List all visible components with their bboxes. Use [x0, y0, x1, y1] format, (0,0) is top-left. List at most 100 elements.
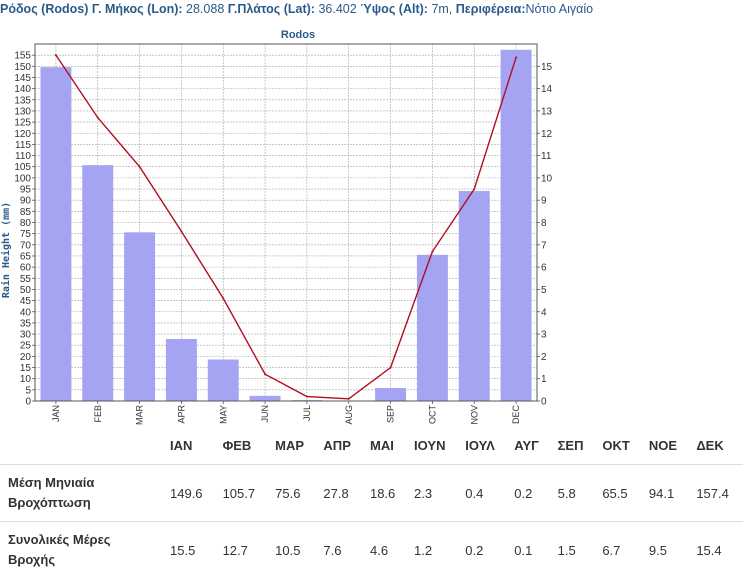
line-point-may: [222, 297, 224, 299]
right-tick-label: 1: [541, 374, 547, 385]
left-tick-label: 55: [20, 274, 32, 285]
table-cell: 15.4: [690, 522, 743, 578]
left-tick-label: 30: [20, 330, 32, 341]
right-tick-label: 7: [541, 240, 547, 251]
stats-table: ΙΑΝ ΦΕΒ ΜΑΡ ΑΠΡ ΜΑΙ ΙΟΥΝ ΙΟΥΛ ΑΥΓ ΣΕΠ ΟΚ…: [0, 427, 743, 578]
row-label: Συνολικές Μέρες Βροχής: [0, 522, 164, 578]
month-header: ΣΕΠ: [552, 427, 597, 465]
x-tick-label: SEP: [386, 405, 396, 423]
table-cell: 15.5: [164, 522, 217, 578]
left-tick-label: 150: [14, 62, 31, 73]
right-tick-label: 12: [541, 129, 553, 140]
row-label: Μέση Μηνιαία Βροχόπτωση: [0, 465, 164, 522]
right-tick-label: 0: [541, 397, 547, 408]
table-cell: 0.4: [459, 465, 508, 522]
left-tick-label: 115: [15, 140, 31, 151]
month-header: ΙΟΥΝ: [408, 427, 459, 465]
rainfall-chart: Rodos Rain Height (mm) 05101520253035404…: [0, 22, 560, 427]
x-tick-label: MAY: [218, 405, 228, 424]
bar-apr: [166, 339, 197, 401]
line-point-nov: [473, 188, 475, 190]
line-point-aug: [348, 398, 350, 400]
left-tick-label: 110: [15, 151, 31, 162]
alt-label: Ύψος (Alt):: [360, 2, 428, 16]
left-tick-label: 90: [20, 196, 32, 207]
bar-jan: [40, 67, 71, 401]
table-cell: 5.8: [552, 465, 597, 522]
row-label-line2: Βροχόπτωση: [8, 495, 91, 510]
left-tick-label: 140: [14, 84, 31, 95]
left-tick-label: 85: [20, 207, 32, 218]
right-tick-label: 2: [541, 352, 547, 363]
left-tick-label: 25: [20, 341, 32, 352]
month-header: ΔΕΚ: [690, 427, 743, 465]
left-tick-label: 70: [20, 240, 32, 251]
left-tick-label: 105: [14, 162, 31, 173]
table-cell: 27.8: [317, 465, 364, 522]
table-cell: 12.7: [217, 522, 270, 578]
table-cell: 149.6: [164, 465, 217, 522]
left-tick-label: 5: [25, 385, 31, 396]
station-info: Ρόδος (Rodos) Γ. Μήκος (Lon): 28.088 Γ.Π…: [0, 0, 593, 18]
table-cell: 2.3: [408, 465, 459, 522]
bar-feb: [82, 165, 113, 401]
left-tick-label: 155: [14, 51, 31, 62]
right-tick-label: 15: [541, 62, 553, 73]
x-tick-label: FEB: [93, 405, 103, 423]
row-label-line1: Μέση Μηνιαία: [8, 475, 94, 490]
table-cell: 65.5: [596, 465, 643, 522]
table-cell: 0.2: [459, 522, 508, 578]
table-cell: 157.4: [690, 465, 743, 522]
lon-label: Γ. Μήκος (Lon):: [92, 2, 183, 16]
x-tick-label: AUG: [344, 405, 354, 425]
row-label-line2: Βροχής: [8, 552, 55, 567]
month-header: ΑΥΓ: [508, 427, 551, 465]
month-header: ΦΕΒ: [217, 427, 270, 465]
bar-mar: [124, 232, 155, 401]
left-tick-label: 65: [20, 251, 32, 262]
x-tick-label: JAN: [51, 405, 61, 422]
lon-value: 28.088: [186, 2, 224, 16]
left-tick-label: 50: [20, 285, 32, 296]
y-axis-label: Rain Height (mm): [0, 202, 12, 298]
table-cell: 4.6: [364, 522, 408, 578]
right-tick-label: 8: [541, 218, 547, 229]
table-cell: 0.1: [508, 522, 551, 578]
left-tick-label: 80: [20, 218, 32, 229]
header-blank-cell: [0, 427, 164, 465]
left-tick-label: 75: [20, 229, 32, 240]
left-tick-label: 95: [20, 185, 32, 196]
lat-label: Γ.Πλάτος (Lat):: [228, 2, 315, 16]
left-tick-label: 100: [14, 173, 31, 184]
left-axis-ticks: 0510152025303540455055606570758085909510…: [14, 51, 35, 408]
left-tick-label: 35: [20, 318, 32, 329]
x-tick-label: JUN: [260, 405, 270, 423]
month-header: ΟΚΤ: [596, 427, 643, 465]
month-header: ΜΑΡ: [269, 427, 317, 465]
left-tick-label: 0: [25, 397, 31, 408]
table-cell: 18.6: [364, 465, 408, 522]
line-point-sep: [390, 367, 392, 369]
table-cell: 1.2: [408, 522, 459, 578]
bar-jun: [250, 396, 281, 401]
line-point-feb: [97, 117, 99, 119]
bar-oct: [417, 255, 448, 401]
row-label-line1: Συνολικές Μέρες: [8, 532, 111, 547]
right-tick-label: 10: [541, 173, 553, 184]
bar-sep: [375, 388, 406, 401]
left-tick-label: 45: [20, 296, 32, 307]
left-tick-label: 125: [14, 118, 31, 129]
line-point-jan: [55, 54, 57, 56]
left-tick-label: 20: [20, 352, 32, 363]
right-tick-label: 5: [541, 285, 547, 296]
right-tick-label: 11: [541, 151, 552, 162]
line-point-jul: [306, 396, 308, 398]
table-cell: 0.2: [508, 465, 551, 522]
table-cell: 10.5: [269, 522, 317, 578]
table-cell: 94.1: [643, 465, 690, 522]
left-tick-label: 120: [14, 129, 31, 140]
left-tick-label: 40: [20, 307, 32, 318]
right-tick-label: 9: [541, 196, 547, 207]
